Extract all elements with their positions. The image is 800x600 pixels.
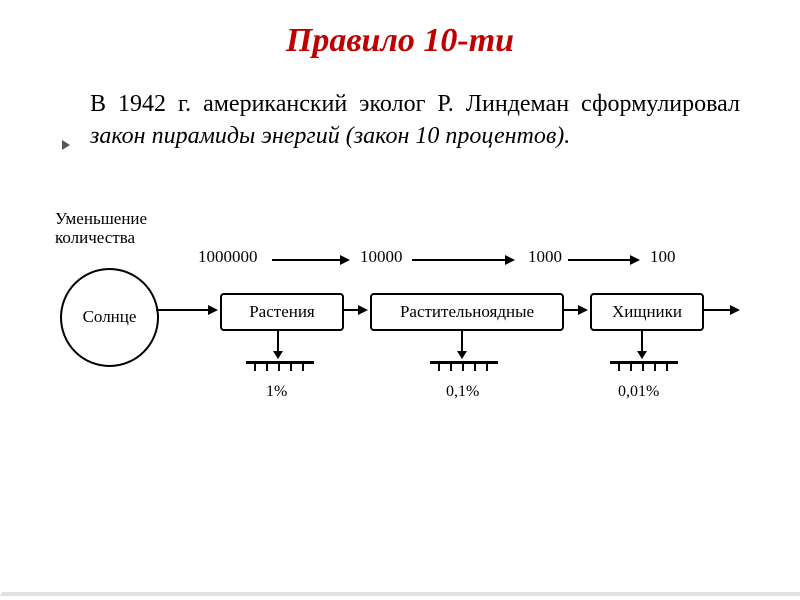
sun-node: Солнце <box>60 268 159 367</box>
ground-1 <box>430 361 498 373</box>
value-1: 10000 <box>360 247 403 267</box>
ground-2 <box>610 361 678 373</box>
page-title: Правило 10-ти <box>0 22 800 60</box>
paragraph-prefix: В 1942 г. американский эколог Р. Линдема… <box>90 91 740 117</box>
top-arrow-2 <box>568 255 640 265</box>
flow-arrow-2 <box>562 305 588 315</box>
sun-label: Солнце <box>83 307 137 327</box>
flow-arrow-3 <box>702 305 740 315</box>
box-plants: Растения <box>220 293 344 331</box>
ground-0 <box>246 361 314 373</box>
top-arrow-1 <box>412 255 515 265</box>
footer-decor <box>0 578 800 600</box>
box-plants-label: Растения <box>249 302 315 322</box>
box-herbivores: Растительноядные <box>370 293 564 331</box>
pct-2: 0,01% <box>618 383 659 401</box>
value-2: 1000 <box>528 247 562 267</box>
top-arrow-0 <box>272 255 350 265</box>
value-3: 100 <box>650 247 676 267</box>
energy-flow-diagram: Уменьшение количества Солнце 1000000 100… <box>50 193 750 413</box>
box-predators: Хищники <box>590 293 704 331</box>
paragraph: В 1942 г. американский эколог Р. Линдема… <box>90 88 740 153</box>
box-herbivores-label: Растительноядные <box>400 302 534 322</box>
flow-arrow-0 <box>156 305 218 315</box>
bullet-marker <box>62 140 70 150</box>
paragraph-law: закон пирамиды энергий (закон 10 процент… <box>90 123 570 149</box>
footer-stripe-light <box>0 592 800 596</box>
down-arrow-0 <box>273 329 283 359</box>
down-arrow-2 <box>637 329 647 359</box>
decrease-label: Уменьшение количества <box>55 209 147 248</box>
box-predators-label: Хищники <box>612 302 682 322</box>
pct-0: 1% <box>266 383 287 401</box>
flow-arrow-1 <box>342 305 368 315</box>
pct-1: 0,1% <box>446 383 479 401</box>
value-0: 1000000 <box>198 247 258 267</box>
down-arrow-1 <box>457 329 467 359</box>
